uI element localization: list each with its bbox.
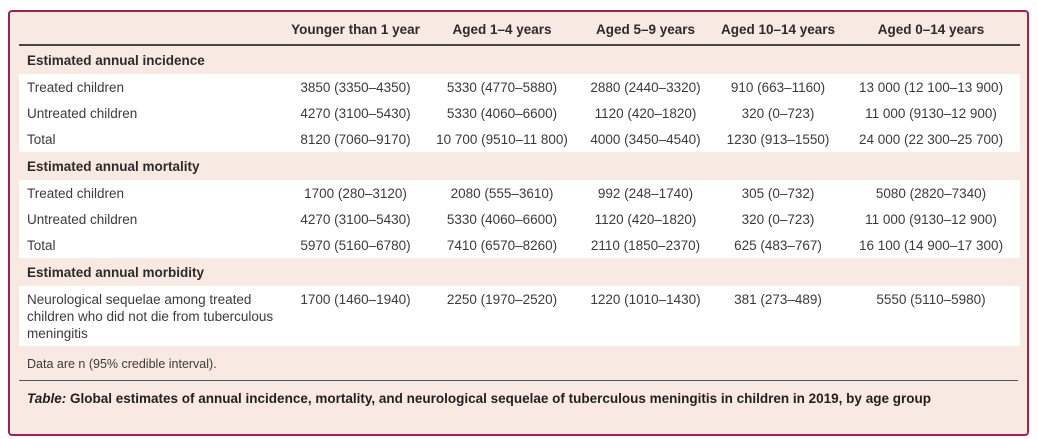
cell-value: 305 (0–732) [714,180,842,206]
cell-value: 16 100 (14 900–17 300) [842,232,1020,258]
caption-label: Table: [27,391,67,406]
cell-value: 4270 (3100–5430) [284,206,427,232]
cell-value: 13 000 (12 100–13 900) [842,74,1020,100]
cell-value: 4000 (3450–4540) [577,126,714,152]
table-row: Total 8120 (7060–9170) 10 700 (9510–11 800… [19,126,1020,152]
cell-value: 992 (248–1740) [577,180,714,206]
cell-value: 4270 (3100–5430) [284,100,427,126]
section-title: Estimated annual morbidity [27,265,205,280]
row-label: Total [19,126,284,152]
cell-value: 5330 (4060–6600) [427,100,577,126]
caption-text: Global estimates of annual incidence, mo… [66,391,931,406]
table-row: Treated children 1700 (280–3120) 2080 (555… [19,180,1020,206]
cell-value: 7410 (6570–8260) [427,232,577,258]
cell-value: 5080 (2820–7340) [842,180,1020,206]
table-row: Untreated children 4270 (3100–5430) 5330 (… [19,100,1020,126]
cell-value: 3850 (3350–4350) [284,74,427,100]
cell-value: 24 000 (22 300–25 700) [842,126,1020,152]
table-frame: Younger than 1 year Aged 1–4 years Aged … [8,10,1029,436]
column-header-aged-5-9: Aged 5–9 years [577,13,714,46]
cell-value: 8120 (7060–9170) [284,126,427,152]
cell-value: 1120 (420–1820) [577,206,714,232]
cell-value: 2110 (1850–2370) [577,232,714,258]
cell-value: 2880 (2440–3320) [577,74,714,100]
column-header-younger-than-1: Younger than 1 year [284,13,427,46]
column-header-blank [19,13,284,46]
section-title: Estimated annual mortality [27,159,200,174]
cell-value: 1700 (1460–1940) [284,286,427,346]
cell-value: 1230 (913–1550) [714,126,842,152]
cell-value: 5330 (4060–6600) [427,206,577,232]
cell-value: 5330 (4770–5880) [427,74,577,100]
row-label: Treated children [19,74,284,100]
row-label: Untreated children [19,100,284,126]
row-label: Total [19,232,284,258]
cell-value: 320 (0–723) [714,206,842,232]
table-row: Neurological sequelae among treated chil… [19,286,1020,346]
section-header-row: Estimated annual morbidity [19,258,1020,286]
row-label: Treated children [19,180,284,206]
cell-value: 625 (483–767) [714,232,842,258]
column-header-aged-0-14: Aged 0–14 years [842,13,1020,46]
row-label: Untreated children [19,206,284,232]
cell-value: 10 700 (9510–11 800) [427,126,577,152]
table-body: Estimated annual incidence Treated childr… [19,45,1020,346]
estimates-table: Younger than 1 year Aged 1–4 years Aged … [19,13,1020,346]
table-header-row: Younger than 1 year Aged 1–4 years Aged … [19,13,1020,46]
cell-value: 381 (273–489) [714,286,842,346]
column-header-aged-1-4: Aged 1–4 years [427,13,577,46]
cell-value: 2250 (1970–2520) [427,286,577,346]
cell-value: 1220 (1010–1430) [577,286,714,346]
table-footnote: Data are n (95% credible interval). [27,357,217,371]
cell-value: 5550 (5110–5980) [842,286,1020,346]
section-header-row: Estimated annual incidence [19,45,1020,74]
table-row: Untreated children 4270 (3100–5430) 5330 (… [19,206,1020,232]
cell-value: 1120 (420–1820) [577,100,714,126]
cell-value: 910 (663–1160) [714,74,842,100]
cell-value: 5970 (5160–6780) [284,232,427,258]
cell-value: 11 000 (9130–12 900) [842,100,1020,126]
section-header-row: Estimated annual mortality [19,152,1020,180]
table-row: Total 5970 (5160–6780) 7410 (6570–8260) 211… [19,232,1020,258]
cell-value: 11 000 (9130–12 900) [842,206,1020,232]
table-row: Treated children 3850 (3350–4350) 5330 (47… [19,74,1020,100]
table-caption: Table: Global estimates of annual incide… [19,380,1018,416]
section-title: Estimated annual incidence [27,53,205,68]
column-header-aged-10-14: Aged 10–14 years [714,13,842,46]
cell-value: 320 (0–723) [714,100,842,126]
row-label: Neurological sequelae among treated chil… [19,286,284,346]
cell-value: 1700 (280–3120) [284,180,427,206]
cell-value: 2080 (555–3610) [427,180,577,206]
